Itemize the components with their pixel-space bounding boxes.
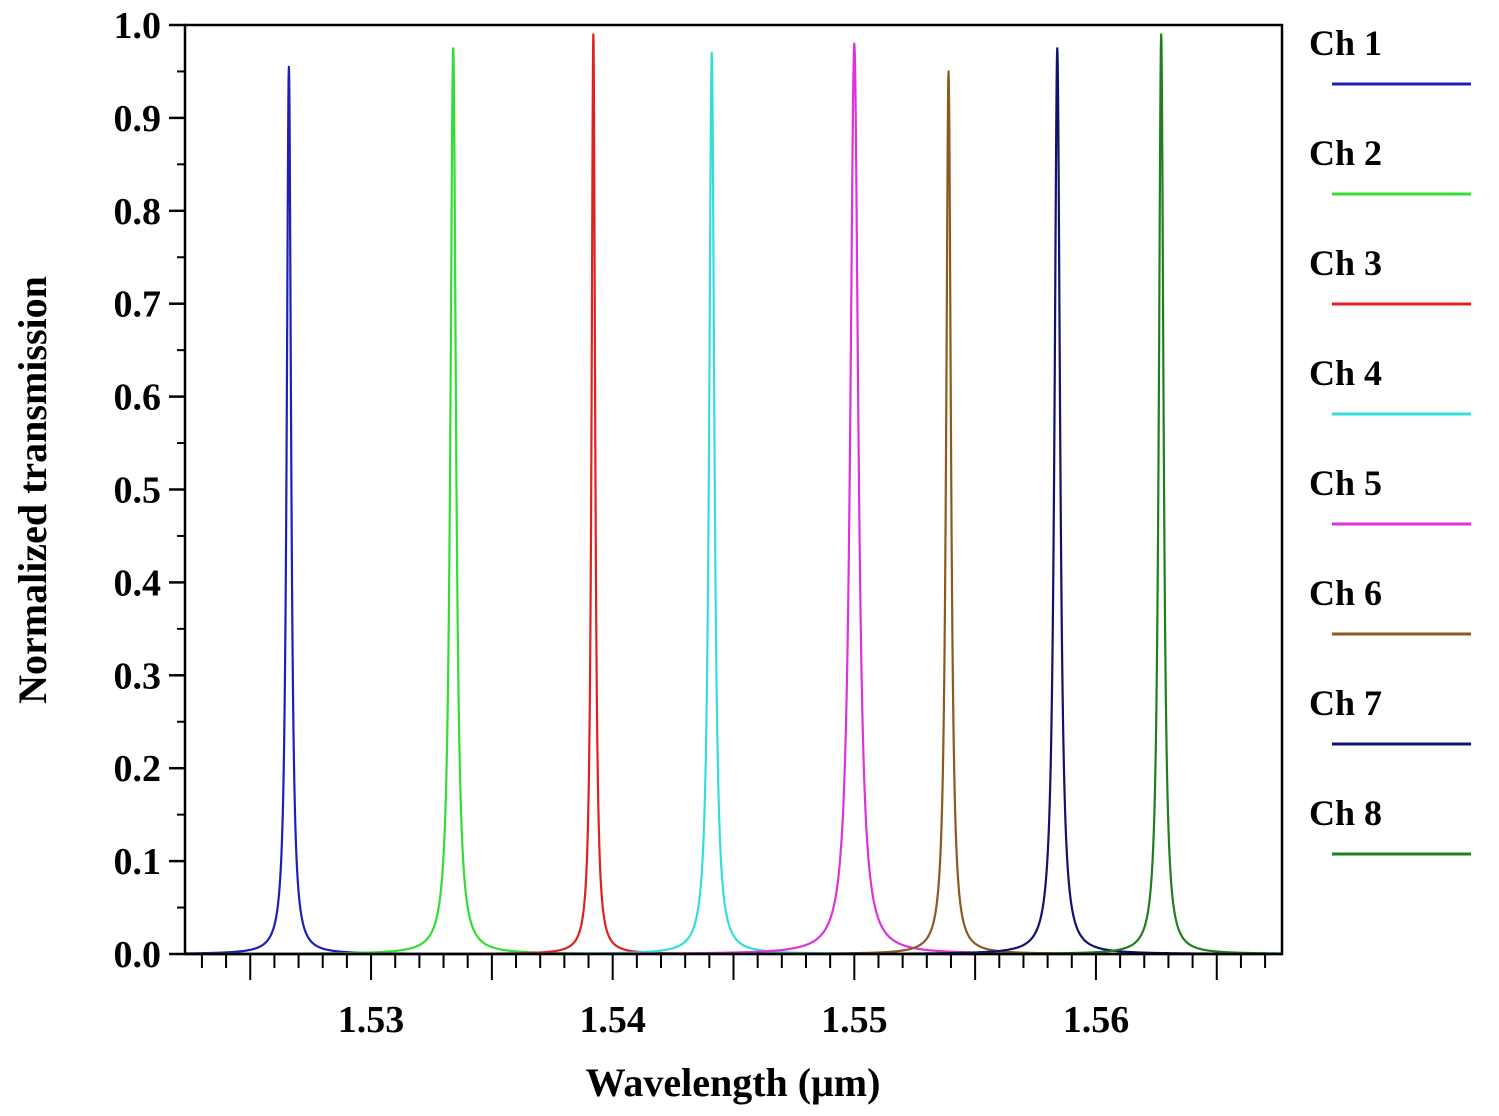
y-tick-label: 0.5 <box>114 470 162 512</box>
y-axis-title: Normalized transmission <box>10 276 55 704</box>
legend-label-ch4: Ch 4 <box>1309 353 1382 393</box>
axis-layer: 0.0 0.1 0.2 0.3 0.4 0.5 0.6 0.7 0.8 0.9 1.0 1.53 1.5… <box>114 5 1284 1041</box>
legend-label-ch1: Ch 1 <box>1309 23 1382 63</box>
y-tick-label: 0.3 <box>114 655 162 697</box>
y-tick-label: 0.0 <box>114 934 162 976</box>
y-tick-label: 0.2 <box>114 748 162 790</box>
y-tick-label: 0.9 <box>114 98 162 140</box>
legend-label-ch2: Ch 2 <box>1309 133 1382 173</box>
x-tick-label: 1.53 <box>338 999 405 1041</box>
y-tick-label: 0.7 <box>114 284 162 326</box>
legend-label-ch3: Ch 3 <box>1309 243 1382 283</box>
legend-label-ch6: Ch 6 <box>1309 573 1382 613</box>
legend: Ch 1 Ch 2 Ch 3 Ch 4 Ch 5 Ch 6 Ch 7 Ch 8 <box>1309 23 1471 856</box>
y-tick-label: 0.4 <box>114 562 162 604</box>
y-tick-label: 1.0 <box>114 5 162 47</box>
x-tick-label: 1.56 <box>1063 999 1130 1041</box>
legend-label-ch5: Ch 5 <box>1309 463 1382 503</box>
y-tick-label: 0.8 <box>114 191 162 233</box>
y-tick-label: 0.6 <box>114 377 162 419</box>
y-tick-label: 0.1 <box>114 841 162 883</box>
x-tick-label: 1.55 <box>821 999 888 1041</box>
legend-label-ch8: Ch 8 <box>1309 793 1382 833</box>
legend-label-ch7: Ch 7 <box>1309 683 1382 723</box>
x-tick-label: 1.54 <box>579 999 646 1041</box>
x-axis-title: Wavelength (μm) <box>586 1060 881 1105</box>
